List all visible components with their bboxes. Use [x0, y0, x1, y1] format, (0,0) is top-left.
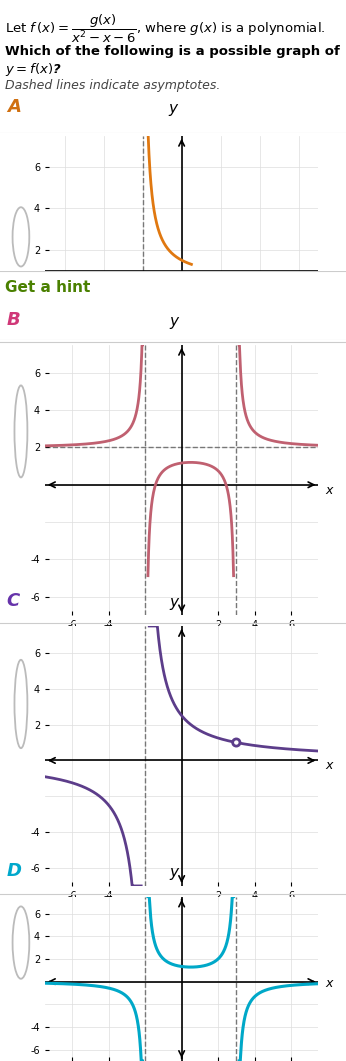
Text: x: x — [326, 977, 333, 990]
Text: D: D — [7, 863, 22, 881]
Text: y: y — [169, 314, 178, 329]
Text: y: y — [169, 595, 178, 610]
Text: Let $f\,(x)=\dfrac{g(x)}{x^2-x-6}$, where $g(x)$ is a polynomial.: Let $f\,(x)=\dfrac{g(x)}{x^2-x-6}$, wher… — [5, 13, 326, 46]
Text: y: y — [169, 865, 178, 881]
Text: y: y — [168, 101, 177, 116]
Text: B: B — [7, 311, 20, 329]
Circle shape — [233, 738, 240, 746]
Text: Get a hint: Get a hint — [5, 279, 90, 295]
Text: Dashed lines indicate asymptotes.: Dashed lines indicate asymptotes. — [5, 79, 220, 92]
Text: x: x — [326, 760, 333, 772]
Text: Which of the following is a possible graph of: Which of the following is a possible gra… — [5, 45, 340, 58]
Text: C: C — [7, 592, 20, 610]
Text: A: A — [7, 98, 21, 116]
Text: x: x — [326, 484, 333, 498]
Text: $y=f(x)$?: $y=f(x)$? — [5, 60, 62, 77]
